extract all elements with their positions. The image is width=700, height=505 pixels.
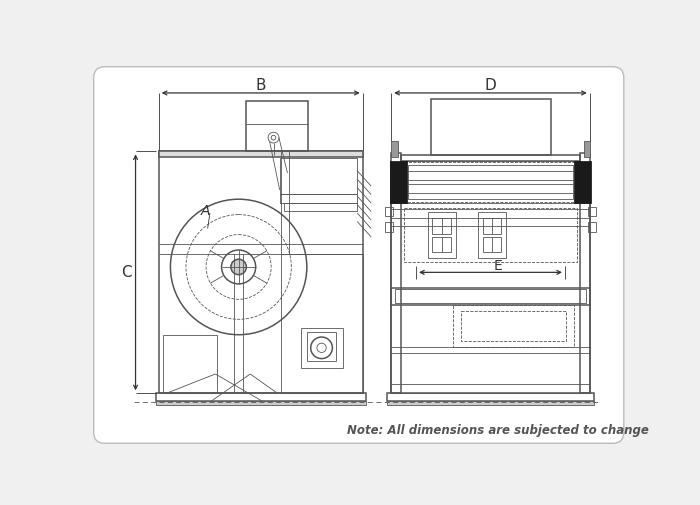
Text: Note: All dimensions are subjected to change: Note: All dimensions are subjected to ch… — [347, 425, 649, 437]
Bar — [162, 335, 217, 393]
Text: E: E — [494, 259, 503, 273]
Text: B: B — [255, 78, 265, 93]
Bar — [433, 219, 451, 234]
Bar — [433, 237, 451, 252]
Bar — [281, 254, 363, 393]
Text: D: D — [484, 78, 496, 93]
Bar — [280, 158, 357, 194]
FancyBboxPatch shape — [94, 67, 624, 443]
Bar — [391, 288, 589, 305]
Bar — [159, 152, 363, 393]
Bar — [580, 153, 589, 393]
Bar — [400, 155, 580, 161]
Bar — [461, 311, 566, 341]
Bar — [391, 153, 400, 393]
Bar — [478, 212, 506, 259]
Bar — [385, 222, 393, 231]
Bar — [280, 194, 357, 203]
Bar — [307, 332, 336, 361]
Bar — [584, 141, 589, 157]
Bar — [483, 237, 501, 252]
Bar — [483, 219, 501, 234]
Bar — [408, 165, 573, 199]
Bar — [385, 207, 393, 216]
Bar — [390, 161, 407, 203]
Circle shape — [231, 259, 246, 275]
Bar — [300, 328, 343, 368]
Bar — [155, 401, 365, 405]
Bar — [454, 305, 574, 347]
Bar — [387, 393, 594, 401]
Bar — [391, 141, 398, 157]
Bar — [405, 209, 577, 262]
Bar — [588, 222, 596, 231]
Bar — [284, 203, 357, 211]
Bar — [159, 152, 363, 157]
Bar — [430, 99, 551, 155]
Bar — [387, 401, 594, 405]
Bar — [246, 100, 309, 152]
Bar — [155, 393, 365, 401]
Bar — [395, 289, 586, 303]
Bar — [405, 162, 577, 201]
Bar — [574, 161, 592, 203]
Text: C: C — [121, 265, 132, 280]
Bar — [588, 207, 596, 216]
Text: A: A — [201, 204, 210, 218]
Bar — [428, 212, 456, 259]
